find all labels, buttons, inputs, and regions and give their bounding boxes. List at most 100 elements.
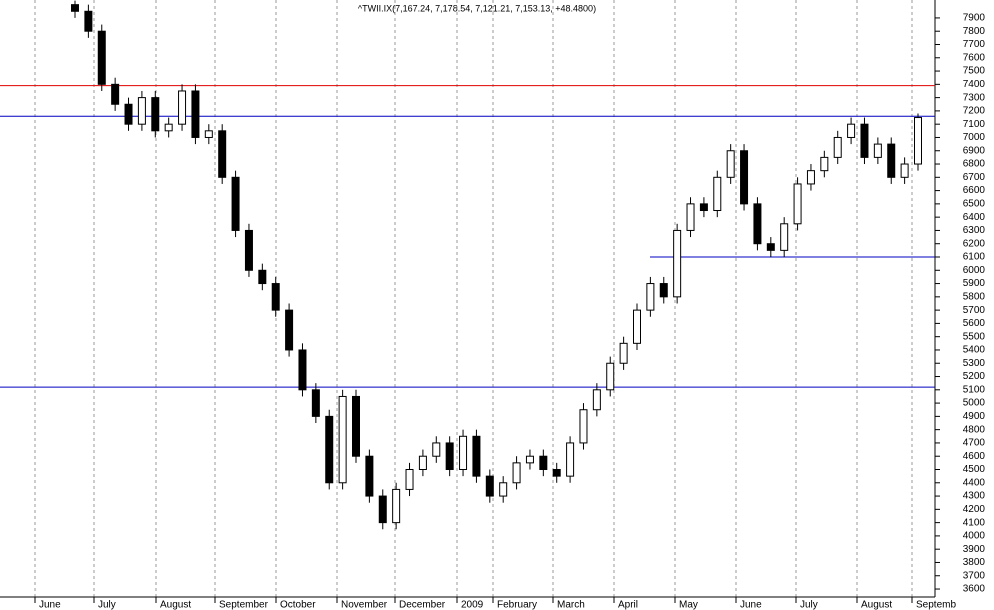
- y-tick-label: 5300: [963, 358, 986, 369]
- candle-body: [84, 10, 93, 32]
- candle-body: [392, 488, 401, 524]
- candle-body: [566, 442, 575, 477]
- candle-body: [806, 170, 815, 185]
- y-tick-label: 4700: [963, 438, 986, 449]
- candle-body: [552, 468, 561, 477]
- x-tick-label: February: [497, 600, 537, 610]
- y-tick-label: 4500: [963, 464, 986, 475]
- candle-body: [633, 309, 641, 344]
- y-tick-label: 3900: [963, 544, 986, 555]
- candle-body: [244, 229, 253, 271]
- candle-body: [780, 223, 789, 251]
- x-tick-label: November: [341, 600, 388, 610]
- candle-body: [713, 176, 722, 212]
- x-tick-label: March: [557, 600, 585, 610]
- y-tick-label: 6700: [963, 172, 986, 183]
- x-tick-label: 2009: [461, 600, 484, 610]
- x-tick-label: September: [219, 600, 269, 610]
- x-tick-label: October: [280, 600, 316, 610]
- y-tick-label: 7000: [963, 132, 986, 143]
- candle-body: [673, 229, 682, 298]
- candle-body: [860, 123, 869, 158]
- candle-body: [311, 389, 320, 417]
- candle-body: [539, 455, 548, 470]
- y-tick-label: 6800: [963, 159, 986, 170]
- candle-body: [432, 442, 441, 457]
- y-tick-label: 4200: [963, 504, 986, 515]
- y-tick-label: 7800: [963, 26, 986, 37]
- x-tick-label: December: [399, 600, 446, 610]
- y-tick-label: 5800: [963, 291, 986, 302]
- candle-body: [820, 156, 829, 172]
- x-tick-label: July: [800, 600, 818, 610]
- candle-body: [512, 462, 521, 484]
- y-tick-label: 5100: [963, 384, 986, 395]
- y-tick-label: 4300: [963, 491, 986, 502]
- candle-body: [699, 203, 708, 212]
- y-tick-label: 5400: [963, 345, 986, 356]
- candle-body: [191, 90, 200, 138]
- candle-body: [204, 130, 213, 138]
- candle-body: [459, 435, 468, 470]
- candle-body: [659, 283, 668, 298]
- y-tick-label: 7200: [963, 106, 986, 117]
- candle-body: [71, 4, 79, 12]
- y-tick-label: 3600: [963, 584, 986, 595]
- y-tick-label: 5500: [963, 331, 986, 342]
- candle-body: [365, 455, 374, 497]
- y-tick-label: 4400: [963, 477, 986, 488]
- candle-body: [887, 143, 896, 178]
- x-tick-label: August: [861, 600, 892, 610]
- candle-body: [298, 349, 307, 391]
- x-tick-label: August: [160, 600, 191, 610]
- x-tick-label: April: [618, 600, 638, 610]
- candle-body: [405, 468, 414, 490]
- candle-body: [740, 150, 749, 205]
- y-tick-label: 6200: [963, 238, 986, 249]
- y-tick-label: 3800: [963, 557, 986, 568]
- y-tick-label: 7100: [963, 119, 986, 130]
- y-tick-label: 7500: [963, 66, 986, 77]
- candle-body: [579, 409, 588, 444]
- candle-body: [178, 90, 187, 125]
- y-tick-label: 6300: [963, 225, 986, 236]
- y-tick-label: 5200: [963, 371, 986, 382]
- candle-body: [97, 30, 106, 85]
- candle-body: [111, 83, 120, 105]
- y-tick-label: 5900: [963, 278, 986, 289]
- candle-body: [325, 415, 334, 484]
- y-tick-label: 6900: [963, 145, 986, 156]
- candle-body: [137, 97, 146, 125]
- candle-body: [258, 269, 267, 285]
- candle-body: [164, 123, 173, 132]
- candle-body: [873, 143, 882, 158]
- y-tick-label: 4100: [963, 517, 986, 528]
- candle-body: [686, 203, 695, 231]
- candle-body: [151, 97, 160, 132]
- candle-body: [472, 435, 481, 477]
- candle-body: [726, 150, 735, 178]
- y-tick-label: 6500: [963, 199, 986, 210]
- y-tick-label: 4900: [963, 411, 986, 422]
- x-tick-label: July: [98, 600, 116, 610]
- y-tick-label: 7600: [963, 52, 986, 63]
- y-tick-label: 6600: [963, 185, 986, 196]
- candle-body: [285, 309, 294, 351]
- y-tick-label: 5600: [963, 318, 986, 329]
- candle-body: [914, 117, 922, 165]
- candle-body: [753, 203, 762, 245]
- candle-body: [592, 389, 601, 411]
- candle-body: [124, 103, 133, 125]
- y-tick-label: 4600: [963, 451, 986, 462]
- candle-body: [231, 176, 240, 231]
- x-tick-label: June: [740, 600, 762, 610]
- candle-body: [525, 455, 534, 464]
- candle-body: [606, 362, 615, 391]
- x-tick-label: May: [679, 600, 698, 610]
- y-tick-label: 5000: [963, 398, 986, 409]
- y-tick-label: 7400: [963, 79, 986, 90]
- candle-body: [646, 283, 655, 311]
- x-tick-label: Septemb: [916, 600, 956, 610]
- candle-body: [271, 283, 280, 311]
